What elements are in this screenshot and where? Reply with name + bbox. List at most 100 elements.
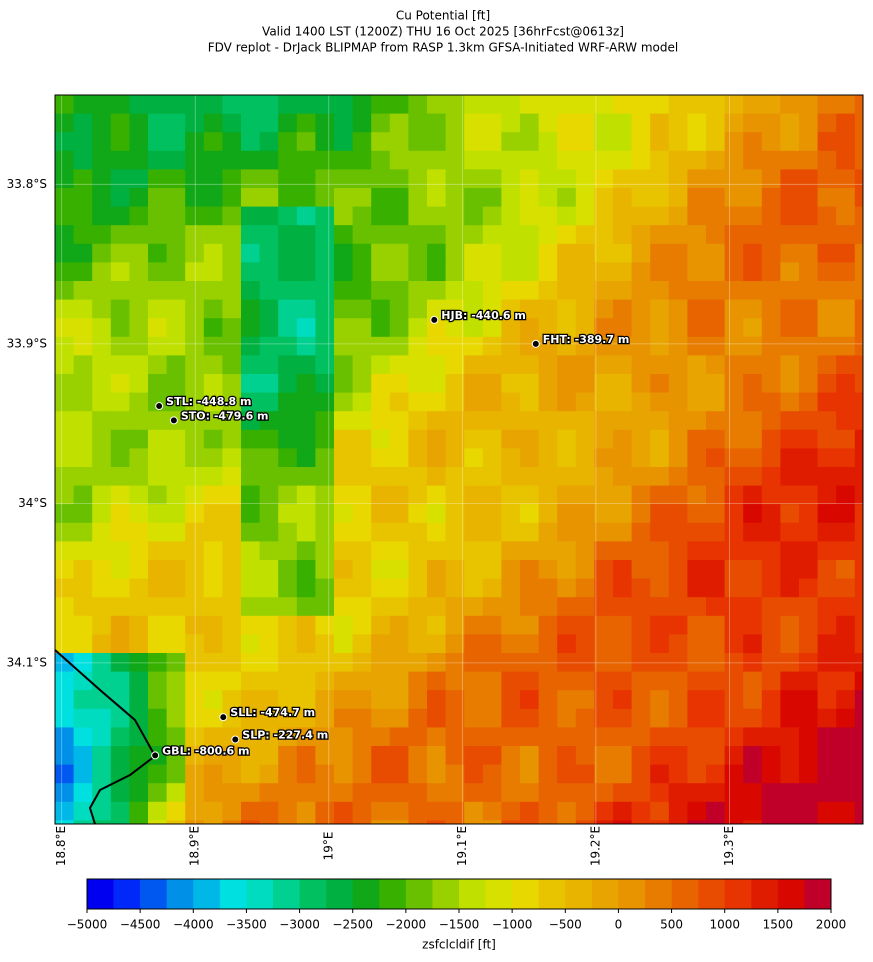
raster-cell <box>854 764 864 784</box>
raster-cell <box>594 541 614 561</box>
raster-cell <box>557 746 577 766</box>
raster-cell <box>203 764 223 784</box>
raster-cell <box>371 243 391 263</box>
raster-cell <box>594 262 614 282</box>
raster-cell <box>129 485 149 505</box>
raster-cell <box>334 467 354 487</box>
raster-cell <box>780 281 800 301</box>
raster-cell <box>259 448 279 468</box>
raster-cell <box>408 615 428 635</box>
raster-cell <box>817 336 837 356</box>
raster-cell <box>836 336 856 356</box>
raster-cell <box>854 504 864 524</box>
raster-cell <box>148 448 168 468</box>
raster-cell <box>296 820 316 825</box>
raster-cell <box>222 243 242 263</box>
raster-cell <box>222 560 242 580</box>
raster-cell <box>389 783 409 803</box>
raster-cell <box>73 522 93 542</box>
raster-cell <box>501 448 521 468</box>
raster-cell <box>464 150 484 170</box>
raster-cell <box>445 504 465 524</box>
raster-cell <box>315 225 335 245</box>
raster-cell <box>464 671 484 691</box>
raster-cell <box>241 708 261 728</box>
raster-cell <box>427 597 447 617</box>
raster-cell <box>445 634 465 654</box>
raster-cell <box>203 281 223 301</box>
raster-cell <box>464 634 484 654</box>
raster-cell <box>73 374 93 394</box>
raster-cell <box>631 318 651 338</box>
raster-cell <box>761 485 781 505</box>
raster-cell <box>817 801 837 821</box>
raster-cell <box>520 615 540 635</box>
raster-cell <box>203 113 223 133</box>
raster-cell <box>520 560 540 580</box>
raster-cell <box>352 504 372 524</box>
raster-cell <box>613 392 633 412</box>
raster-cell <box>743 653 763 673</box>
raster-cell <box>799 150 819 170</box>
raster-cell <box>761 243 781 263</box>
raster-cell <box>501 801 521 821</box>
raster-cell <box>129 243 149 263</box>
colorbar-bin <box>777 879 805 909</box>
raster-cell <box>241 299 261 319</box>
raster-cell <box>687 225 707 245</box>
raster-cell <box>427 188 447 208</box>
raster-cell <box>538 281 558 301</box>
raster-cell <box>836 615 856 635</box>
station-label: FHT: -389.7 m <box>543 333 630 346</box>
raster-cell <box>222 374 242 394</box>
raster-cell <box>241 783 261 803</box>
raster-cell <box>724 560 744 580</box>
raster-cell <box>501 597 521 617</box>
raster-cell <box>278 764 298 784</box>
raster-cell <box>613 485 633 505</box>
raster-cell <box>557 671 577 691</box>
raster-cell <box>687 708 707 728</box>
raster-cell <box>520 764 540 784</box>
raster-cell <box>92 392 112 412</box>
raster-cell <box>687 318 707 338</box>
raster-cell <box>706 113 726 133</box>
raster-cell <box>110 783 130 803</box>
raster-cell <box>538 318 558 338</box>
raster-cell <box>92 671 112 691</box>
raster-cell <box>631 169 651 189</box>
raster-cell <box>594 485 614 505</box>
raster-cell <box>203 634 223 654</box>
raster-cell <box>315 764 335 784</box>
raster-cell <box>687 485 707 505</box>
raster-cell <box>259 727 279 747</box>
raster-cell <box>724 225 744 245</box>
raster-cell <box>761 615 781 635</box>
raster-cell <box>222 597 242 617</box>
raster-cell <box>371 597 391 617</box>
raster-cell <box>389 95 409 115</box>
raster-cell <box>687 281 707 301</box>
raster-cell <box>613 150 633 170</box>
raster-cell <box>278 690 298 710</box>
raster-cell <box>129 746 149 766</box>
raster-cell <box>334 485 354 505</box>
raster-cell <box>389 150 409 170</box>
colorbar-tick-label: −1500 <box>439 918 480 932</box>
raster-cell <box>575 727 595 747</box>
raster-cell <box>408 113 428 133</box>
raster-cell <box>408 374 428 394</box>
colorbar-bin <box>273 879 300 909</box>
raster-cell <box>650 262 670 282</box>
raster-cell <box>352 374 372 394</box>
raster-cell <box>445 113 465 133</box>
raster-cell <box>668 188 688 208</box>
raster-cell <box>482 262 502 282</box>
raster-cell <box>296 243 316 263</box>
raster-cell <box>73 671 93 691</box>
raster-cell <box>836 448 856 468</box>
raster-cell <box>389 801 409 821</box>
raster-cell <box>482 504 502 524</box>
raster-cell <box>73 634 93 654</box>
raster-cell <box>687 113 707 133</box>
